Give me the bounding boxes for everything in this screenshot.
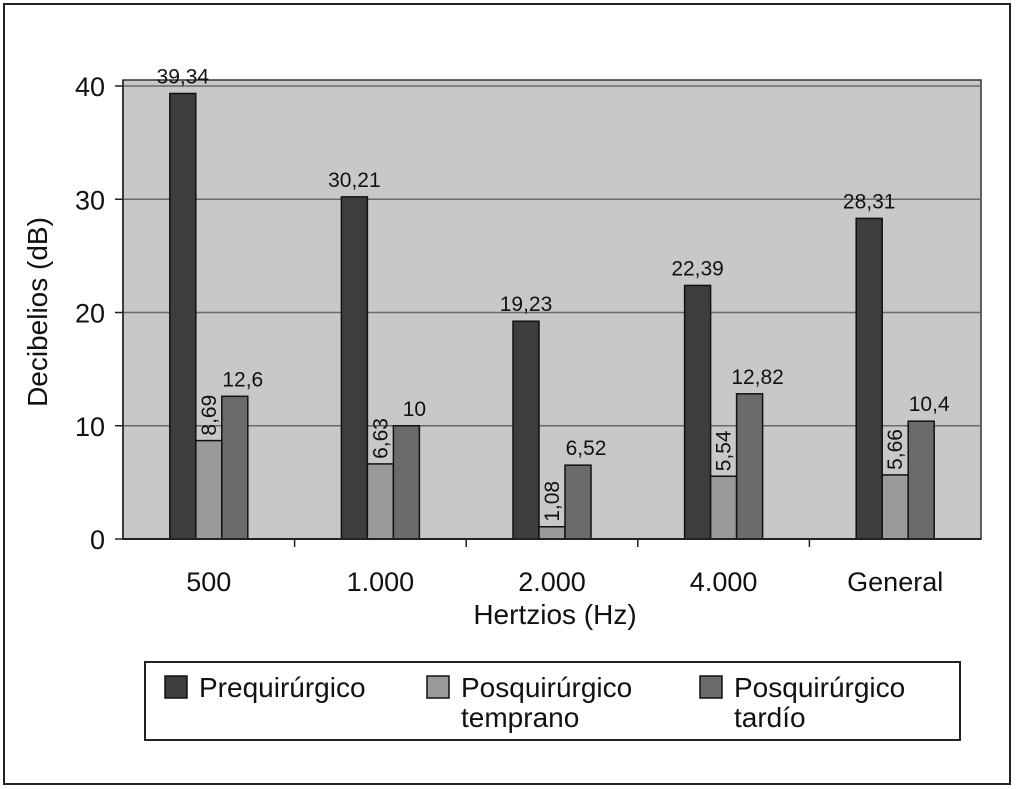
bar [512, 320, 540, 540]
bar [340, 196, 369, 540]
bar [169, 92, 197, 540]
bar [221, 395, 249, 540]
x-tick-label: 500 [186, 567, 231, 597]
data-label: 19,23 [500, 293, 553, 316]
legend-label: Posquirúrgico [461, 672, 632, 703]
x-tick-label: 1.000 [347, 567, 415, 597]
data-label: 30,21 [328, 169, 381, 192]
data-label: 10,4 [909, 393, 950, 416]
x-tick-label: 2.000 [518, 567, 586, 597]
data-label: 22,39 [671, 257, 724, 280]
legend-label: Posquirúrgico [734, 672, 905, 703]
data-label: 6,63 [369, 418, 392, 459]
data-label: 12,6 [222, 368, 263, 391]
bar [709, 475, 738, 540]
y-tick-label: 40 [75, 72, 105, 102]
legend-label: tardío [734, 702, 806, 733]
bar [855, 217, 883, 540]
legend-swatch [699, 675, 723, 699]
x-tick-label: General [847, 567, 943, 597]
bar [195, 439, 223, 540]
data-label: 12,82 [731, 366, 784, 389]
data-label: 8,69 [198, 395, 221, 436]
data-label: 1,08 [541, 481, 564, 522]
legend-label: temprano [461, 702, 579, 733]
data-label: 10 [403, 398, 426, 421]
data-label: 5,54 [713, 430, 736, 471]
bar [564, 464, 592, 540]
y-tick-label: 20 [75, 299, 105, 329]
y-tick-label: 30 [75, 185, 105, 215]
y-tick-label: 0 [90, 525, 105, 555]
bar [366, 463, 395, 540]
bar [392, 425, 421, 540]
x-tick-label: 4.000 [690, 567, 758, 597]
data-label: 39,34 [157, 65, 210, 88]
legend-box [144, 661, 961, 741]
bar [907, 420, 935, 540]
legend-swatch [164, 675, 188, 699]
y-tick-label: 10 [75, 412, 105, 442]
x-axis-title: Hertzios (Hz) [473, 599, 636, 630]
bar [735, 393, 764, 540]
legend-label: Prequirúrgico [199, 672, 366, 703]
legend-swatch [426, 675, 450, 699]
y-axis-title: Decibelios (dB) [22, 217, 53, 407]
bar [881, 474, 909, 540]
data-label: 28,31 [843, 190, 896, 213]
plot-area [122, 79, 982, 540]
bar [538, 526, 566, 540]
bar [683, 284, 712, 540]
data-label: 6,52 [566, 437, 607, 460]
legend: Prequirúrgico PosquirúrgicotempranoPosqui… [144, 661, 961, 741]
data-label: 5,66 [884, 429, 907, 470]
